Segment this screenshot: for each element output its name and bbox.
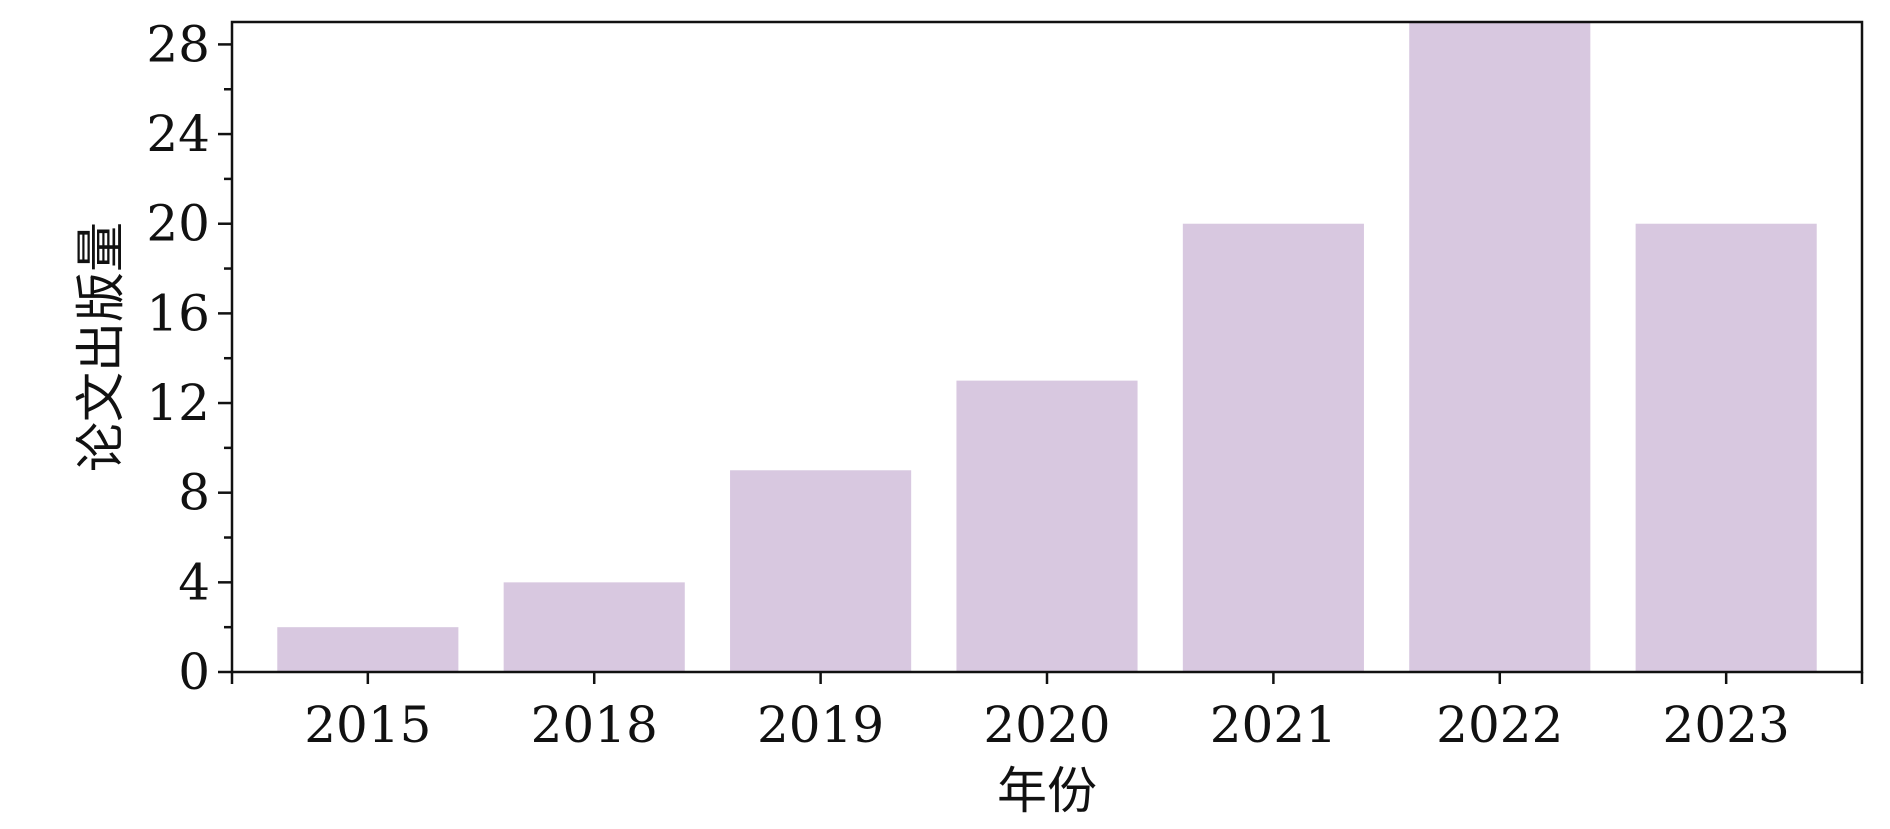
ticks-layer: 2015 2018 2019 2020 2021 2022 2023 0 4 8 12 16 20 24 2… — [146, 15, 1864, 754]
y-axis-title: 论文出版量 — [72, 222, 130, 472]
x-tick-label-2015: 2015 — [304, 696, 431, 754]
bar-2020 — [956, 380, 1138, 672]
x-tick-label-2020: 2020 — [983, 696, 1110, 754]
y-tick-label-8: 8 — [178, 464, 210, 522]
x-tick-label-2019: 2019 — [757, 696, 884, 754]
bar-2018 — [503, 582, 685, 672]
y-tick-label-20: 20 — [146, 195, 210, 253]
y-tick-label-0: 0 — [178, 643, 210, 701]
x-tick-label-2023: 2023 — [1663, 696, 1790, 754]
y-tick-label-24: 24 — [146, 105, 210, 163]
bar-2019 — [730, 470, 912, 672]
x-tick-label-2018: 2018 — [531, 696, 658, 754]
x-tick-label-2022: 2022 — [1436, 696, 1563, 754]
bar-2021 — [1182, 223, 1364, 673]
y-tick-label-28: 28 — [146, 15, 210, 73]
y-tick-label-4: 4 — [178, 553, 210, 611]
bar-2015 — [277, 627, 459, 672]
bars-layer — [277, 22, 1817, 673]
y-tick-label-16: 16 — [146, 284, 210, 342]
x-axis-title: 年份 — [997, 762, 1097, 820]
bar-2023 — [1635, 223, 1817, 673]
bar-2022 — [1409, 22, 1591, 672]
y-tick-label-12: 12 — [146, 374, 210, 432]
x-tick-label-2021: 2021 — [1210, 696, 1337, 754]
